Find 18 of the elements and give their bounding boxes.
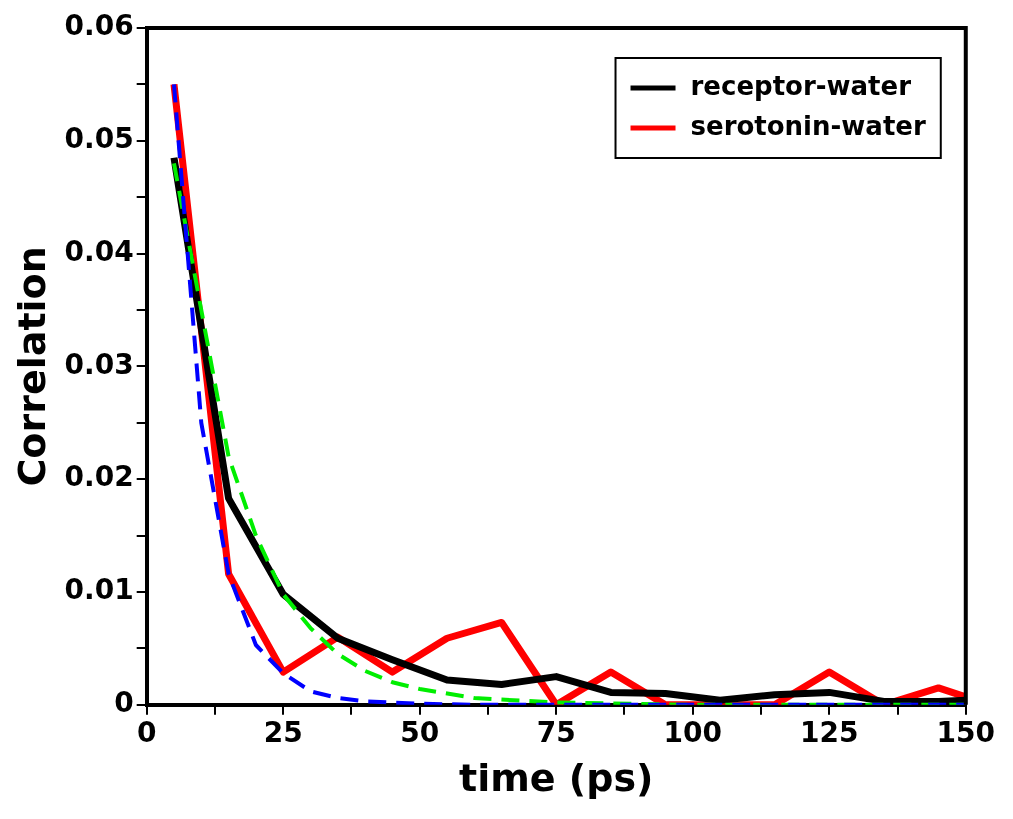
legend-label: serotonin-water: [690, 110, 926, 141]
y-tick-label: 0.04: [64, 234, 134, 268]
y-tick-label: 0.02: [64, 460, 134, 494]
y-tick-label: 0.05: [64, 122, 134, 156]
x-tick-label: 150: [936, 715, 995, 749]
x-tick-label: 75: [536, 715, 576, 749]
y-tick-label: 0.03: [64, 347, 134, 381]
x-tick-label: 25: [263, 715, 303, 749]
x-tick-label: 100: [663, 715, 722, 749]
x-axis-title: time (ps): [459, 756, 654, 801]
y-tick-label: 0.06: [64, 9, 134, 43]
x-tick-label: 50: [400, 715, 440, 749]
legend-label: receptor-water: [690, 70, 912, 101]
y-tick-label: 0: [114, 686, 134, 720]
x-tick-label: 125: [800, 715, 859, 749]
y-axis-title: Correlation: [9, 246, 54, 487]
x-tick-label: 0: [136, 715, 157, 749]
y-tick-label: 0.01: [64, 573, 134, 607]
